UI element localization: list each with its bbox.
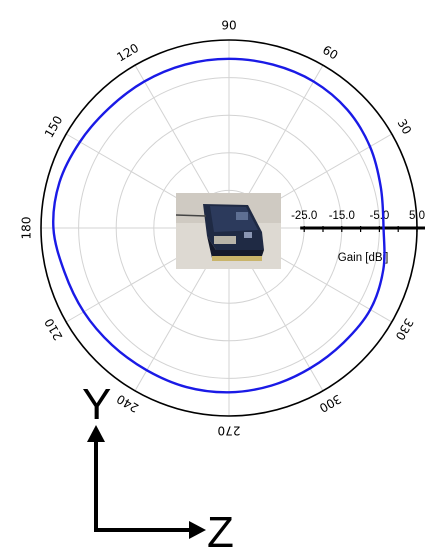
antenna-module-photo bbox=[175, 193, 281, 269]
gain-series-line-0 bbox=[52, 57, 386, 394]
radial-tick-label: 5.0 bbox=[409, 210, 425, 222]
angle-tick-label-150: 150 bbox=[42, 113, 66, 140]
angle-tick-label-60: 60 bbox=[320, 43, 340, 63]
angle-tick-label-330: 330 bbox=[393, 316, 417, 343]
angle-tick-label-120: 120 bbox=[114, 41, 141, 65]
y-arrowhead-icon bbox=[87, 425, 105, 442]
z-axis-label: Z bbox=[207, 508, 234, 557]
angle-tick-label-270: 270 bbox=[218, 424, 241, 438]
angle-tick-label-300: 300 bbox=[317, 392, 344, 416]
radial-axis-title: Gain [dBi] bbox=[338, 252, 389, 264]
y-axis-label: Y bbox=[82, 380, 112, 429]
coordinate-axes-indicator bbox=[87, 425, 206, 539]
angle-tick-label-240: 240 bbox=[114, 392, 141, 416]
radial-tick-label: -5.0 bbox=[369, 210, 389, 222]
radial-tick-label: -15.0 bbox=[329, 210, 355, 222]
angle-tick-label-180: 180 bbox=[20, 217, 34, 240]
angle-tick-label-210: 210 bbox=[42, 316, 66, 343]
z-arrowhead-icon bbox=[189, 521, 206, 539]
radial-axis: -25.0 -15.0 -5.0 5.0 Gain [dBi] bbox=[291, 210, 425, 264]
radial-tick-label: -25.0 bbox=[291, 210, 317, 222]
gain-series bbox=[52, 57, 386, 394]
angle-tick-label-90: 90 bbox=[221, 19, 236, 33]
angle-tick-label-30: 30 bbox=[394, 117, 414, 137]
